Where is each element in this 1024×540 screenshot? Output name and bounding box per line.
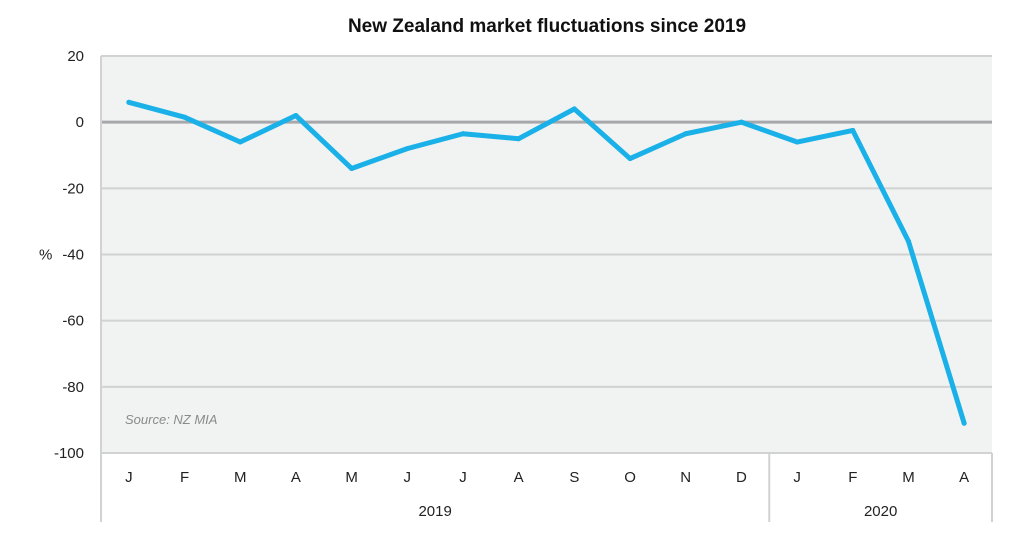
- x-tick-label: M: [234, 469, 247, 486]
- y-tick-label: 0: [76, 114, 84, 131]
- x-tick-label: F: [848, 469, 857, 486]
- data-point: [794, 139, 800, 145]
- x-group-label: 2019: [418, 503, 451, 520]
- data-point: [293, 113, 299, 119]
- data-point: [738, 119, 744, 125]
- y-tick-label: -20: [62, 180, 84, 197]
- data-point: [404, 146, 410, 152]
- x-tick-label: J: [404, 469, 412, 486]
- x-tick-label: J: [459, 469, 467, 486]
- x-axis-groups: 2019 2020: [418, 453, 897, 522]
- axes: [100, 56, 993, 522]
- source-annotation: Source: NZ MIA: [125, 412, 217, 427]
- data-point: [126, 99, 132, 105]
- data-point: [961, 420, 967, 426]
- y-axis-label: %: [39, 247, 52, 264]
- data-point: [460, 131, 466, 137]
- x-tick-label: M: [902, 469, 915, 486]
- x-tick-label: O: [624, 469, 636, 486]
- x-tick-label: N: [680, 469, 691, 486]
- x-tick-label: J: [793, 469, 801, 486]
- y-tick-label: -80: [62, 379, 84, 396]
- data-point: [237, 139, 243, 145]
- y-tick-label: 20: [67, 48, 84, 65]
- x-tick-label: A: [514, 469, 524, 486]
- data-point: [516, 136, 522, 142]
- series-line: [126, 99, 967, 426]
- chart-title: New Zealand market fluctuations since 20…: [347, 16, 747, 37]
- x-tick-label: J: [125, 469, 133, 486]
- x-tick-label: A: [291, 469, 301, 486]
- data-point: [905, 238, 911, 244]
- x-tick-label: F: [180, 469, 189, 486]
- data-point: [349, 165, 355, 171]
- data-point: [627, 156, 633, 162]
- data-point: [683, 131, 689, 137]
- y-tick-label: -40: [62, 247, 84, 264]
- series: [126, 99, 967, 426]
- y-tick-label: -60: [62, 313, 84, 330]
- x-tick-label: D: [736, 469, 747, 486]
- y-axis-ticks: 20 0 -20 -40 -60 -80 -100: [54, 48, 84, 462]
- data-point: [182, 114, 188, 120]
- x-tick-label: A: [959, 469, 969, 486]
- x-tick-label: M: [345, 469, 358, 486]
- y-tick-label: -100: [54, 445, 84, 462]
- data-point: [571, 106, 577, 112]
- x-group-label: 2020: [864, 503, 897, 520]
- data-point: [850, 127, 856, 133]
- x-tick-label: S: [569, 469, 579, 486]
